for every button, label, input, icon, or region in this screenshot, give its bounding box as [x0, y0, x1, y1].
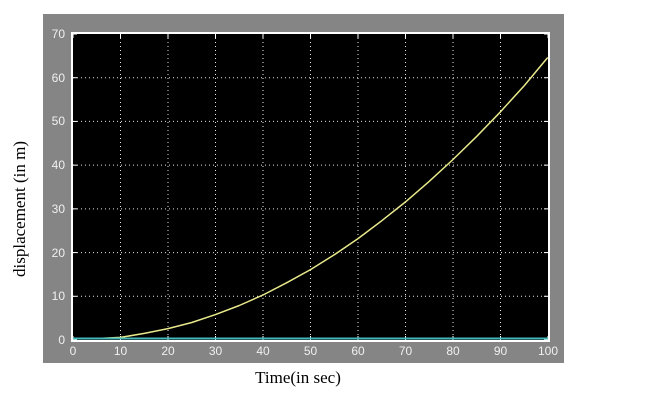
series-line-displacement: [73, 57, 548, 340]
y-axis-label: displacement (in m): [10, 141, 29, 277]
x-axis-label: Time(in sec): [255, 368, 341, 387]
plot-area: [71, 32, 550, 342]
chart-plot: [73, 34, 548, 340]
